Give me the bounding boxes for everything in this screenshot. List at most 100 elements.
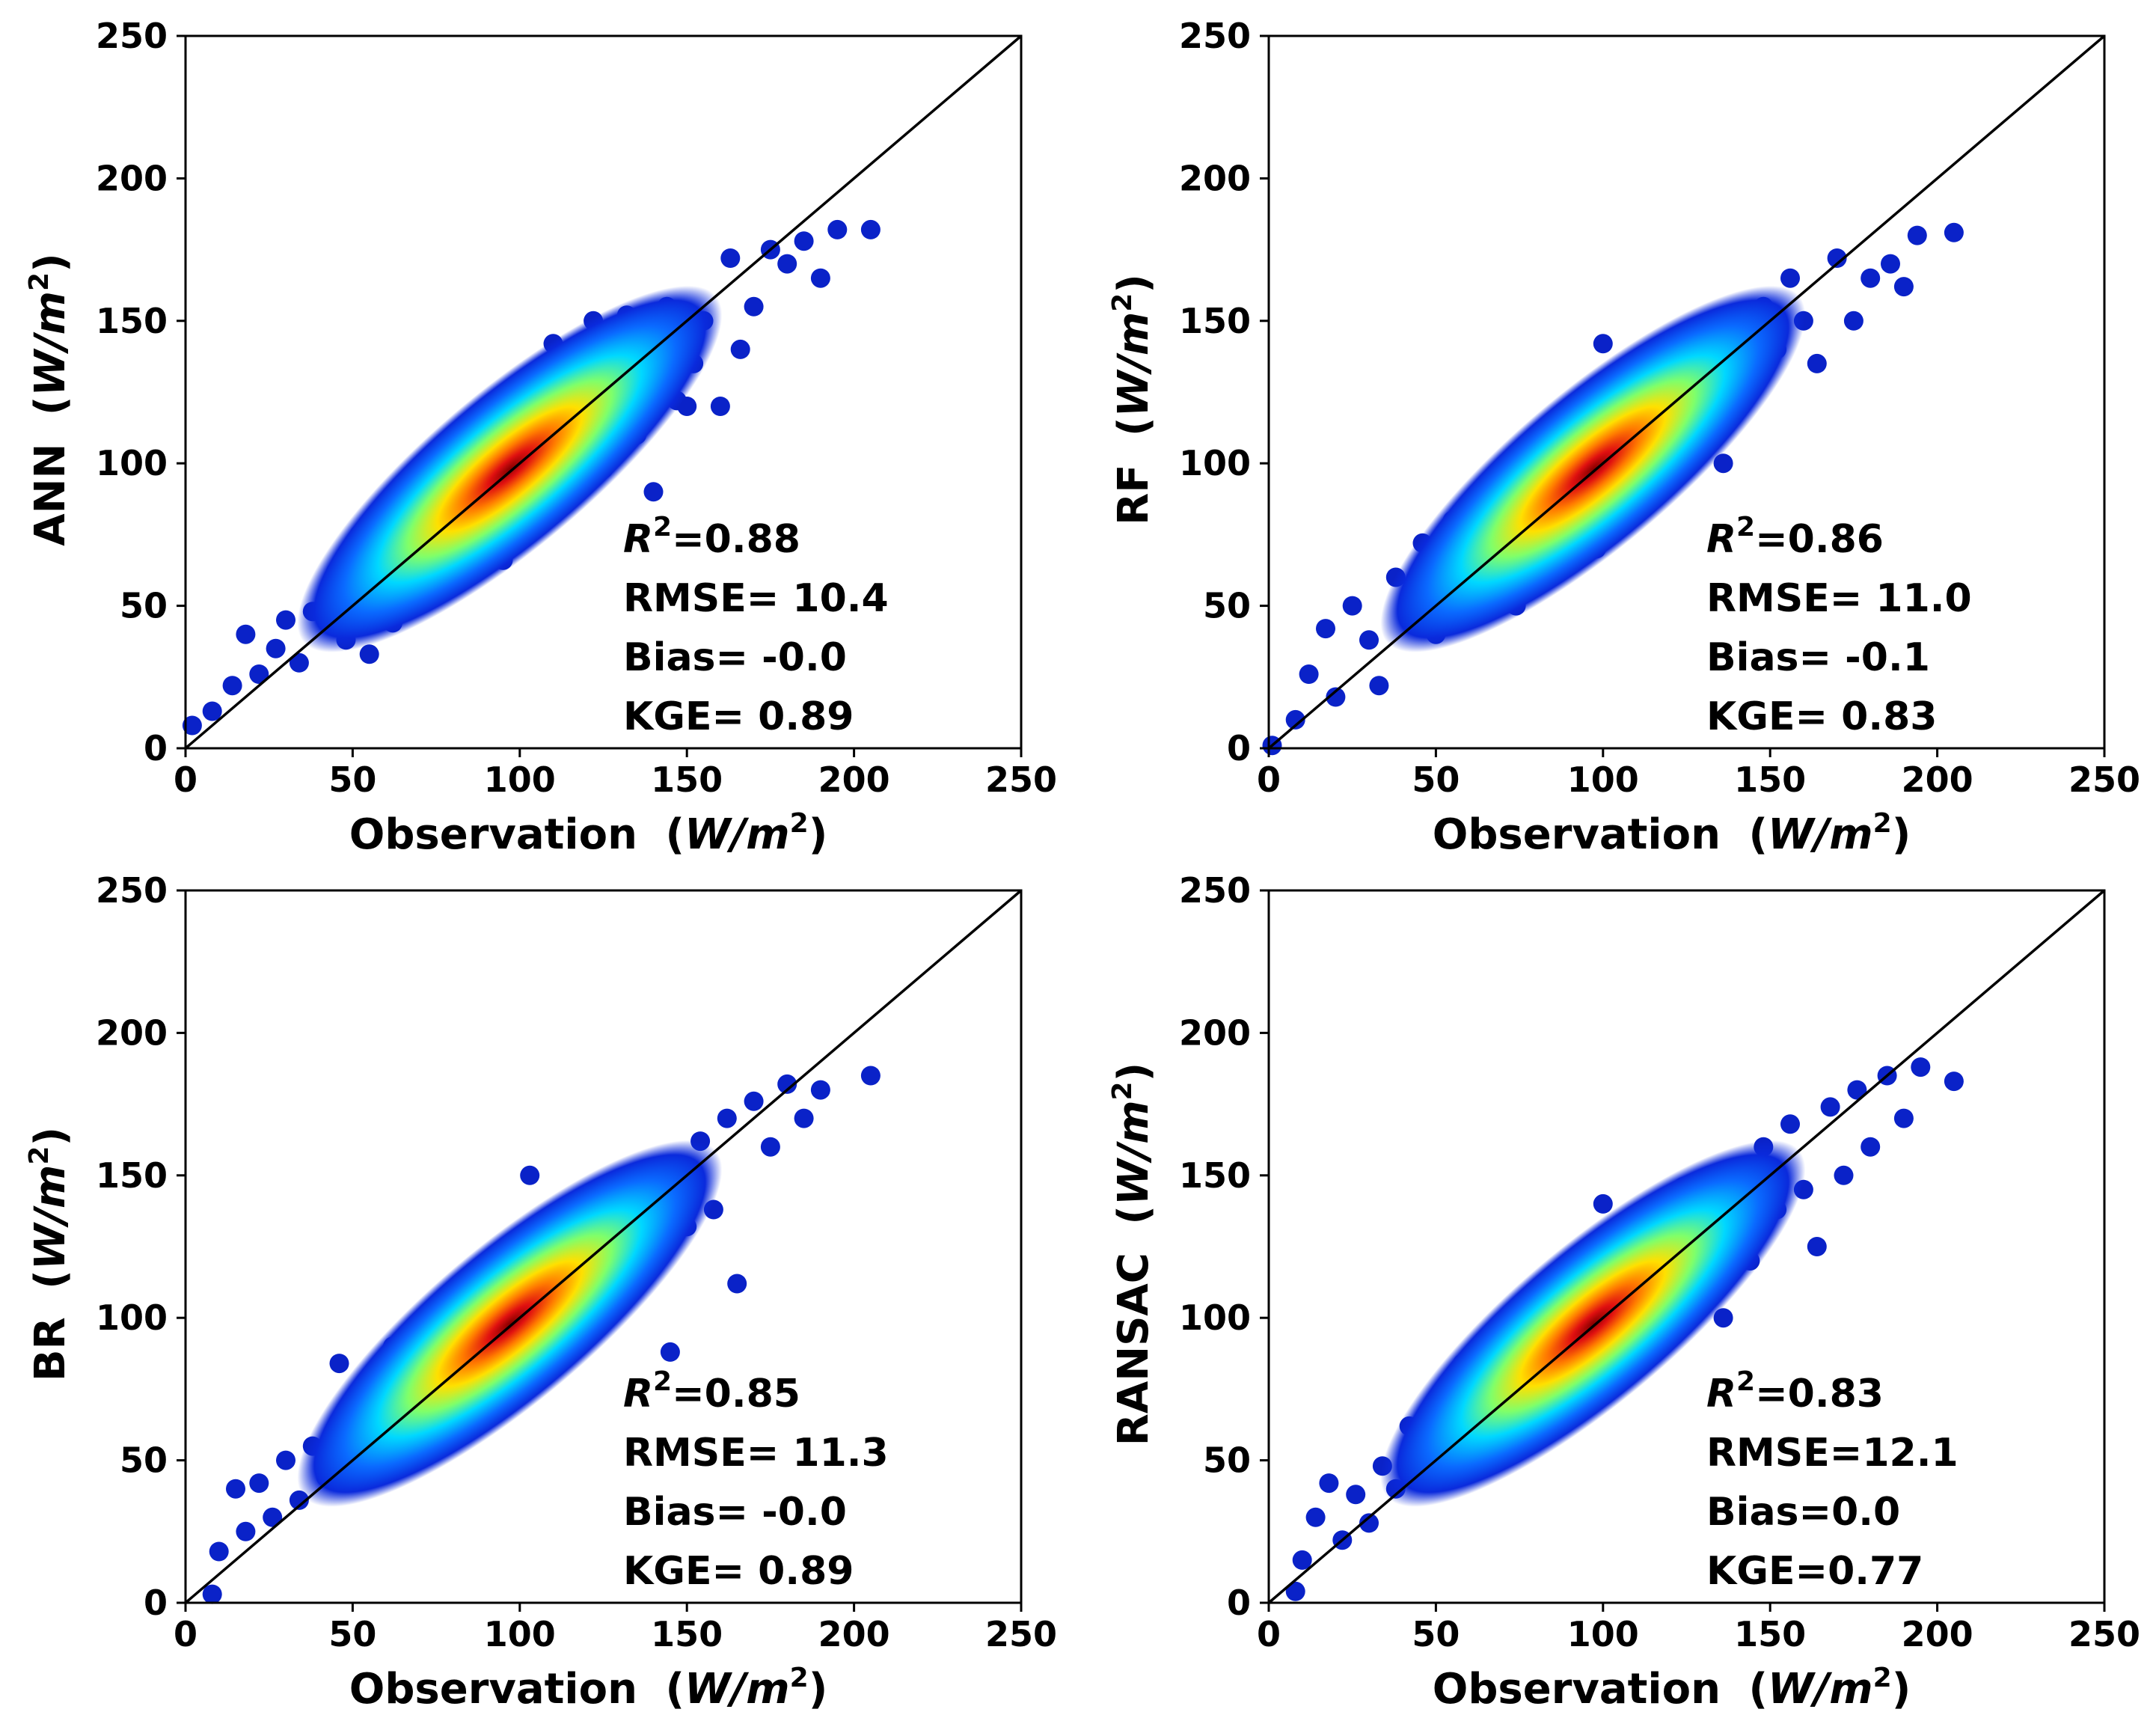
scatter-point	[1316, 619, 1335, 639]
y-axis-label: BR (W/m2)	[24, 1127, 75, 1381]
scatter-point	[202, 1584, 222, 1604]
x-tick-label: 100	[484, 759, 556, 800]
x-tick-label: 200	[818, 1614, 890, 1654]
stat-kge: KGE= 0.89	[623, 1549, 854, 1594]
scatter-point	[827, 219, 848, 239]
x-tick-label: 250	[2068, 1614, 2140, 1654]
y-tick-group: 0 50 100 150 200 250	[96, 870, 186, 1623]
x-tick-group: 0 50 100 150 200 250	[174, 1603, 1057, 1654]
x-tick-label: 0	[1257, 1614, 1281, 1654]
y-tick-label: 50	[1203, 586, 1251, 626]
stats-annotation: R2=0.86 RMSE= 11.0 Bias= -0.1 KGE= 0.83	[1706, 512, 1972, 739]
scatter-point	[643, 482, 664, 502]
scatter-point	[860, 1066, 881, 1086]
x-tick-label: 200	[1902, 1614, 1973, 1654]
y-tick-label: 250	[96, 870, 168, 911]
density-cloud	[297, 285, 723, 652]
y-tick-label: 150	[1179, 1155, 1251, 1196]
stat-r2: R2=0.88	[623, 512, 800, 562]
density-cloud	[1380, 285, 1806, 652]
x-tick-label: 50	[328, 759, 376, 800]
scatter-point	[1593, 334, 1613, 354]
scatter-point	[222, 676, 242, 696]
scatter-point	[660, 1342, 680, 1362]
scatter-point	[1807, 353, 1827, 373]
panel-ann: 0 50 100 150 200 250 0 50 100 150 200 250 Observat…	[24, 16, 1057, 859]
x-tick-group: 0 50 100 150 200 250	[1257, 748, 2140, 800]
scatter-point	[1346, 1485, 1366, 1505]
scatter-point	[236, 1521, 256, 1541]
y-tick-group: 0 50 100 150 200 250	[96, 16, 186, 768]
scatter-point	[730, 339, 750, 359]
scatter-point	[1285, 1581, 1305, 1601]
stat-bias: Bias=0.0	[1706, 1490, 1900, 1535]
scatter-point	[1861, 1137, 1881, 1157]
scatter-point	[794, 1108, 814, 1128]
panel-rf: 0 50 100 150 200 250 0 50 100 150 200 250 Observat…	[1107, 16, 2140, 859]
stat-bias: Bias= -0.0	[623, 1490, 847, 1535]
scatter-point	[727, 1274, 747, 1294]
y-tick-group: 0 50 100 150 200 250	[1179, 16, 1269, 768]
x-tick-label: 200	[818, 759, 890, 800]
x-tick-label: 250	[985, 1614, 1057, 1654]
y-tick-label: 0	[1227, 728, 1251, 768]
scatter-point	[249, 1473, 269, 1494]
one-to-one-line	[1267, 889, 2106, 1604]
x-tick-label: 150	[651, 759, 723, 800]
scatter-point	[1807, 1237, 1827, 1256]
scatter-point	[520, 1165, 540, 1185]
scatter-point	[1911, 1057, 1931, 1078]
scatter-point	[1847, 1080, 1867, 1100]
scatter-point	[1285, 709, 1305, 730]
scatter-point	[1369, 676, 1389, 696]
x-tick-label: 100	[1567, 1614, 1639, 1654]
y-tick-label: 50	[120, 1440, 168, 1481]
scatter-point	[329, 1354, 349, 1374]
x-tick-label: 0	[174, 759, 197, 800]
panel-br: 0 50 100 150 200 250 0 50 100 150 200 250 Observat…	[24, 870, 1057, 1714]
stat-rmse: RMSE= 10.4	[623, 576, 889, 621]
x-tick-group: 0 50 100 150 200 250	[174, 748, 1057, 800]
scatter-point	[182, 715, 202, 736]
y-tick-label: 0	[144, 1583, 168, 1623]
stats-annotation: R2=0.85 RMSE= 11.3 Bias= -0.0 KGE= 0.89	[623, 1366, 889, 1594]
plot-frame	[184, 889, 1023, 1604]
y-tick-label: 100	[96, 1297, 168, 1338]
y-axis-label: ANN (W/m2)	[24, 253, 75, 545]
x-tick-group: 0 50 100 150 200 250	[1257, 1603, 2140, 1654]
scatter-point	[1305, 1507, 1326, 1527]
scatter-point	[1907, 225, 1927, 245]
stat-rmse: RMSE= 11.0	[1706, 576, 1972, 621]
x-tick-label: 150	[651, 1614, 723, 1654]
y-axis-label: RANSAC (W/m2)	[1107, 1063, 1158, 1446]
x-tick-label: 250	[2068, 759, 2140, 800]
scatter-point	[860, 219, 881, 239]
scatter-point	[1780, 268, 1800, 288]
x-tick-label: 250	[985, 759, 1057, 800]
y-tick-label: 200	[1179, 1012, 1251, 1053]
scatter-point	[1820, 1097, 1840, 1117]
scatter-point	[1827, 248, 1847, 268]
scatter-point	[1359, 1513, 1379, 1533]
scatter-point	[810, 268, 830, 288]
scatter-point	[1893, 1108, 1914, 1128]
scatter-point	[744, 1091, 764, 1111]
scatter-point	[717, 1108, 737, 1128]
y-tick-label: 50	[120, 586, 168, 626]
y-tick-label: 150	[96, 301, 168, 341]
plot-frame	[1267, 889, 2106, 1604]
scatter-point	[1843, 311, 1863, 331]
density-cloud	[297, 1140, 723, 1507]
scatter-point	[276, 1450, 295, 1470]
x-tick-label: 150	[1734, 1614, 1806, 1654]
y-tick-label: 100	[1179, 443, 1251, 483]
x-tick-label: 0	[174, 1614, 197, 1654]
scatter-point	[1780, 1114, 1800, 1134]
stat-r2: R2=0.85	[623, 1366, 800, 1416]
density-cloud	[1380, 1140, 1806, 1507]
x-axis-label: Observation (W/m2)	[1433, 808, 1911, 859]
x-axis-label: Observation (W/m2)	[349, 808, 828, 859]
stat-kge: KGE= 0.89	[623, 694, 854, 739]
stat-r2: R2=0.83	[1706, 1366, 1884, 1416]
